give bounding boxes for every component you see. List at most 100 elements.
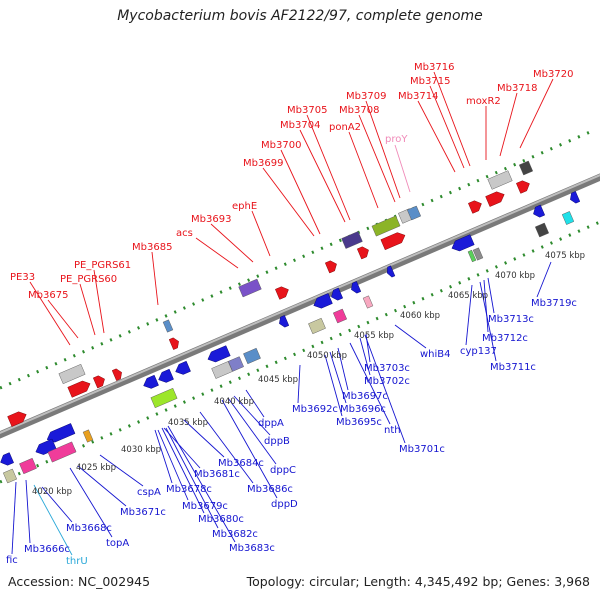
gene-feature[interactable] xyxy=(472,247,484,261)
gene-feature[interactable] xyxy=(156,368,174,385)
gene-feature[interactable] xyxy=(531,204,546,219)
gene-feature[interactable] xyxy=(275,285,290,300)
gene-feature[interactable] xyxy=(380,230,407,251)
gene-feature[interactable] xyxy=(349,281,362,294)
gene-label-forward[interactable]: Mb3685 xyxy=(132,242,172,253)
gene-label-reverse[interactable]: Mb3692c xyxy=(292,404,338,415)
gene-feature[interactable] xyxy=(332,308,348,324)
gene-label-reverse[interactable]: thrU xyxy=(66,556,88,567)
gene-label-forward[interactable]: Mb3693 xyxy=(191,214,231,225)
gene-label-forward[interactable]: Mb3705 xyxy=(287,105,327,116)
gene-label-reverse[interactable]: Mb3681c xyxy=(194,469,240,480)
gene-feature[interactable] xyxy=(228,356,244,372)
gene-label-reverse[interactable]: Mb3671c xyxy=(120,507,166,518)
gene-label-forward[interactable]: Mb3708 xyxy=(339,105,379,116)
gene-label-reverse[interactable]: cyp137 xyxy=(460,346,497,357)
gene-feature[interactable] xyxy=(238,278,262,298)
gene-label-reverse[interactable]: Mb3703c xyxy=(364,363,410,374)
gene-feature[interactable] xyxy=(324,259,339,274)
gene-label-reverse[interactable]: Mb3702c xyxy=(364,376,410,387)
gene-label-reverse[interactable]: Mb3682c xyxy=(212,529,258,540)
gene-label-forward[interactable]: PE_PGRS60 xyxy=(60,274,117,285)
gene-feature[interactable] xyxy=(518,160,534,176)
gene-label-forward[interactable]: Mb3714 xyxy=(398,91,438,102)
gene-label-reverse[interactable]: Mb3712c xyxy=(482,333,528,344)
gene-label-forward[interactable]: Mb3699 xyxy=(243,158,283,169)
gene-feature[interactable] xyxy=(487,170,513,190)
gene-feature[interactable] xyxy=(385,265,396,278)
gene-feature[interactable] xyxy=(485,189,507,207)
gene-feature[interactable] xyxy=(406,205,422,221)
gene-feature[interactable] xyxy=(2,468,18,484)
gene-label-forward[interactable]: Mb3700 xyxy=(261,140,301,151)
gene-label-pseudo[interactable]: proY xyxy=(385,134,408,145)
gene-label-forward[interactable]: Mb3709 xyxy=(346,91,386,102)
gene-label-forward[interactable]: Mb3720 xyxy=(533,69,573,80)
gene-label-forward[interactable]: Mb3704 xyxy=(280,120,320,131)
gene-label-forward[interactable]: acs xyxy=(176,228,193,239)
gene-feature[interactable] xyxy=(568,191,581,204)
gene-feature[interactable] xyxy=(173,360,191,377)
gene-label-reverse[interactable]: Mb3684c xyxy=(218,458,264,469)
gene-feature[interactable] xyxy=(58,363,86,385)
gene-label-reverse[interactable]: dppB xyxy=(264,436,290,447)
gene-feature[interactable] xyxy=(211,361,233,379)
gene-feature[interactable] xyxy=(341,231,363,249)
gene-feature[interactable] xyxy=(150,387,178,409)
gene-feature[interactable] xyxy=(47,441,77,463)
gene-label-reverse[interactable]: Mb3711c xyxy=(490,362,536,373)
gene-label-reverse[interactable]: Mb3696c xyxy=(340,404,386,415)
gene-label-forward[interactable]: Mb3675 xyxy=(28,290,68,301)
gene-label-forward[interactable]: Mb3716 xyxy=(414,62,454,73)
gene-label-reverse[interactable]: Mb3697c xyxy=(342,391,388,402)
gene-feature[interactable] xyxy=(0,452,14,468)
gene-label-reverse[interactable]: nth xyxy=(384,425,401,436)
gene-feature[interactable] xyxy=(162,319,174,333)
gene-feature[interactable] xyxy=(468,199,483,214)
gene-label-forward[interactable]: PE_PGRS61 xyxy=(74,260,131,271)
gene-feature[interactable] xyxy=(467,249,477,263)
gene-feature[interactable] xyxy=(168,336,181,350)
gene-label-reverse[interactable]: whiB4 xyxy=(420,349,451,360)
gene-label-reverse[interactable]: fic xyxy=(6,555,18,566)
gene-label-reverse[interactable]: dppA xyxy=(258,418,284,429)
gene-label-reverse[interactable]: Mb3668c xyxy=(66,523,112,534)
gene-label-reverse[interactable]: Mb3683c xyxy=(229,543,275,554)
gene-feature[interactable] xyxy=(206,345,231,365)
gene-feature[interactable] xyxy=(371,215,401,237)
gene-feature[interactable] xyxy=(329,287,344,302)
gene-feature[interactable] xyxy=(277,315,290,328)
gene-label-reverse[interactable]: Mb3678c xyxy=(166,484,212,495)
gene-label-reverse[interactable]: Mb3679c xyxy=(182,501,228,512)
gene-feature[interactable] xyxy=(243,347,261,365)
gene-label-forward[interactable]: ponA2 xyxy=(329,122,361,133)
gene-feature[interactable] xyxy=(356,245,371,260)
gene-label-forward[interactable]: Mb3715 xyxy=(410,76,450,87)
gene-label-forward[interactable]: moxR2 xyxy=(466,96,501,107)
gene-feature[interactable] xyxy=(516,179,531,194)
gene-label-reverse[interactable]: topA xyxy=(106,538,129,549)
gene-label-reverse[interactable]: dppD xyxy=(271,499,298,510)
gene-feature[interactable] xyxy=(312,293,333,310)
gene-label-reverse[interactable]: Mb3695c xyxy=(336,417,382,428)
gene-label-reverse[interactable]: cspA xyxy=(137,487,161,498)
gene-feature[interactable] xyxy=(82,429,94,443)
gene-label-reverse[interactable]: Mb3701c xyxy=(399,444,445,455)
gene-feature[interactable] xyxy=(450,234,475,254)
gene-feature[interactable] xyxy=(141,374,159,391)
gene-feature[interactable] xyxy=(561,211,575,225)
gene-label-reverse[interactable]: Mb3680c xyxy=(198,514,244,525)
gene-label-reverse[interactable]: Mb3686c xyxy=(247,484,293,495)
gene-feature[interactable] xyxy=(308,317,326,335)
gene-label-reverse[interactable]: dppC xyxy=(270,465,296,476)
gene-feature[interactable] xyxy=(111,367,124,381)
gene-feature[interactable] xyxy=(362,295,374,309)
gene-feature[interactable] xyxy=(19,457,37,475)
gene-label-forward[interactable]: ephE xyxy=(232,201,257,212)
gene-label-reverse[interactable]: Mb3713c xyxy=(488,314,534,325)
gene-label-reverse[interactable]: Mb3719c xyxy=(531,298,577,309)
gene-feature[interactable] xyxy=(92,374,107,389)
gene-label-forward[interactable]: Mb3718 xyxy=(497,83,537,94)
gene-feature[interactable] xyxy=(67,379,93,398)
gene-feature[interactable] xyxy=(7,409,29,427)
